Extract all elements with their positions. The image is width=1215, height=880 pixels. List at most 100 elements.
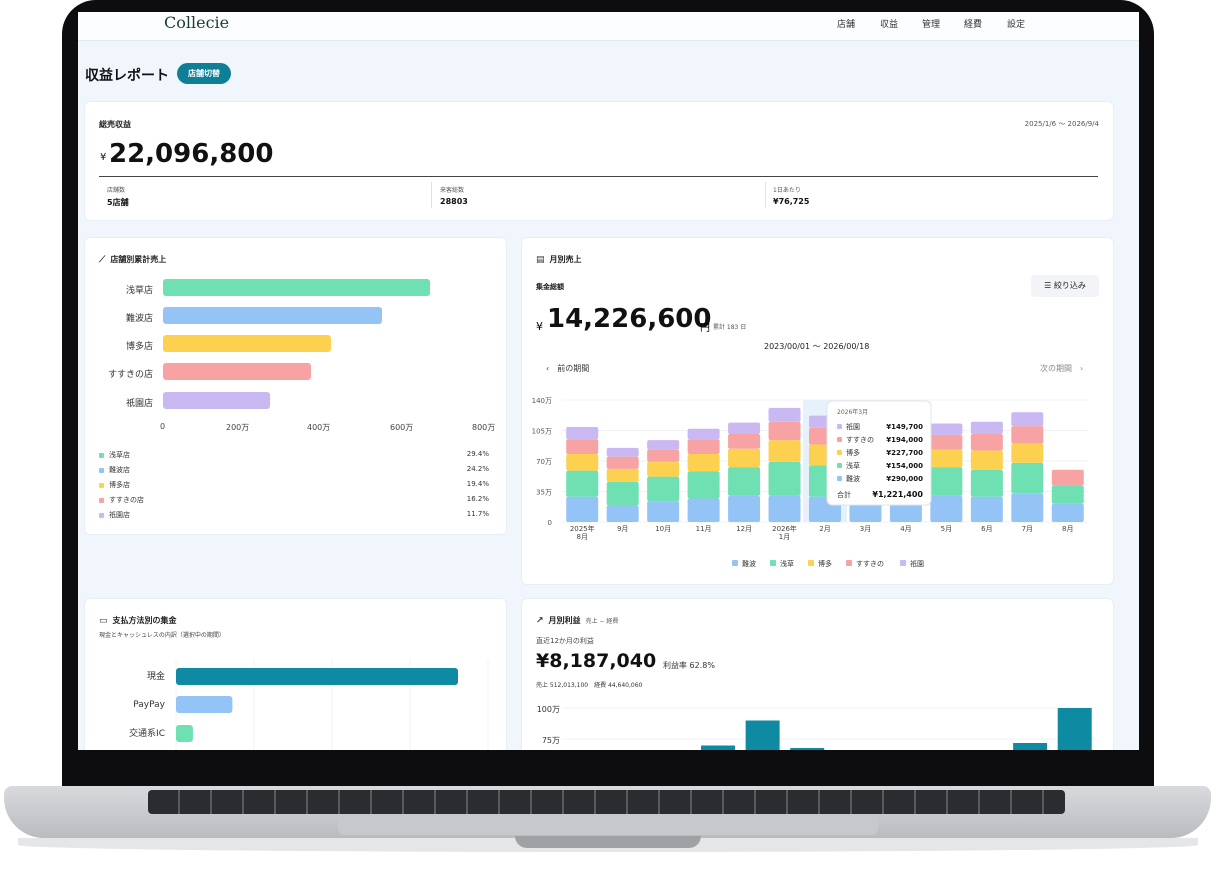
store-sales-title: 店舗別累計売上 — [110, 255, 167, 264]
legend-item[interactable]: 浅草店 29.4% — [99, 450, 489, 460]
legend-swatch — [770, 560, 776, 566]
stack-segment[interactable] — [1051, 503, 1084, 522]
app-logo[interactable]: Collecie — [164, 13, 230, 32]
stack-segment[interactable] — [970, 496, 1003, 522]
payment-bar[interactable] — [176, 725, 193, 742]
legend-item[interactable]: 博多店 19.4% — [99, 480, 489, 490]
stack-segment[interactable] — [1011, 493, 1044, 522]
tooltip-swatch — [837, 463, 842, 468]
stack-segment[interactable] — [930, 449, 963, 468]
stack-segment[interactable] — [687, 428, 720, 440]
stack-segment[interactable] — [768, 495, 801, 522]
line-chart-icon: ⟋ — [99, 255, 106, 265]
profit-bar[interactable] — [745, 720, 780, 751]
nav-item-expenses[interactable]: 経費 — [964, 20, 983, 30]
stack-segment[interactable] — [1051, 469, 1084, 486]
stack-segment[interactable] — [728, 422, 761, 434]
stack-segment[interactable] — [728, 495, 761, 522]
stack-segment[interactable] — [930, 434, 963, 450]
stack-segment[interactable] — [566, 454, 599, 471]
stack-segment[interactable] — [1051, 485, 1084, 504]
x-tick-label: 1月 — [779, 533, 790, 541]
stack-segment[interactable] — [1011, 426, 1044, 444]
x-tick-label: 10月 — [655, 525, 671, 533]
stack-segment[interactable] — [1011, 412, 1044, 427]
stack-segment[interactable] — [768, 421, 801, 441]
stack-segment[interactable] — [566, 427, 599, 440]
x-tick-label: 8月 — [576, 533, 587, 541]
legend-label[interactable]: 祇園 — [910, 559, 924, 568]
stack-segment[interactable] — [647, 501, 680, 522]
stack-segment[interactable] — [930, 467, 963, 496]
store-switch-button[interactable]: 店舗切替 — [177, 63, 231, 84]
stack-segment[interactable] — [970, 421, 1003, 434]
stat-label-stores: 店舗数 — [107, 187, 126, 194]
stack-segment[interactable] — [606, 456, 639, 469]
store-label: 博多店 — [125, 342, 153, 352]
stack-segment[interactable] — [970, 450, 1003, 470]
stack-segment[interactable] — [647, 476, 680, 502]
stack-segment[interactable] — [930, 495, 963, 522]
stack-segment[interactable] — [606, 468, 639, 482]
stack-segment[interactable] — [687, 439, 720, 455]
stack-segment[interactable] — [647, 449, 680, 462]
keyboard — [148, 790, 1065, 814]
date-range[interactable]: 2025/1/6 〜 2026/9/4 — [1024, 120, 1099, 128]
profit-bar[interactable] — [1057, 708, 1092, 750]
stack-segment[interactable] — [606, 447, 639, 457]
store-bar[interactable] — [163, 392, 270, 409]
stack-segment[interactable] — [970, 433, 1003, 451]
profit-bar[interactable] — [790, 748, 825, 750]
store-bar[interactable] — [163, 307, 383, 324]
payment-bar[interactable] — [176, 696, 233, 713]
stack-segment[interactable] — [970, 469, 1003, 497]
stack-segment[interactable] — [606, 505, 639, 522]
x-tick: 800万 — [472, 423, 496, 432]
legend-item[interactable]: 難波店 24.2% — [99, 465, 489, 475]
stack-segment[interactable] — [1011, 462, 1044, 494]
legend-label[interactable]: すすきの — [856, 560, 884, 568]
store-bar[interactable] — [163, 363, 311, 380]
card-icon: ▭ — [99, 616, 108, 626]
stack-segment[interactable] — [768, 461, 801, 496]
profit-bar[interactable] — [701, 745, 736, 751]
stack-segment[interactable] — [768, 440, 801, 462]
stack-segment[interactable] — [1011, 443, 1044, 463]
stack-segment[interactable] — [728, 433, 761, 449]
filter-button[interactable]: ☰ 絞り込み — [1031, 275, 1099, 297]
prev-period-button[interactable]: ‹ 前の期間 — [546, 363, 589, 374]
store-bar[interactable] — [163, 279, 430, 296]
stack-segment[interactable] — [687, 471, 720, 499]
profit-title: 月別利益 — [548, 616, 581, 625]
stack-segment[interactable] — [647, 461, 680, 477]
stack-segment[interactable] — [728, 467, 761, 496]
legend-item[interactable]: すすきの店 16.2% — [99, 495, 489, 505]
stack-segment[interactable] — [687, 454, 720, 472]
stack-segment[interactable] — [566, 470, 599, 497]
stack-segment[interactable] — [768, 407, 801, 422]
legend-label[interactable]: 博多 — [818, 559, 832, 568]
nav-item-settings[interactable]: 設定 — [1007, 20, 1026, 30]
nav-item-stores[interactable]: 店舗 — [837, 20, 856, 30]
profit-bar[interactable] — [1013, 743, 1048, 750]
legend-item[interactable]: 祇園店 11.7% — [99, 510, 489, 520]
store-bar[interactable] — [163, 335, 332, 352]
legend-label[interactable]: 難波 — [742, 559, 756, 568]
stack-segment[interactable] — [728, 448, 761, 468]
payment-bar[interactable] — [176, 668, 458, 685]
store-label: すすきの店 — [107, 370, 153, 380]
next-period-button[interactable]: 次の期間 › — [1040, 363, 1083, 374]
stack-segment[interactable] — [930, 423, 963, 435]
stack-segment[interactable] — [606, 481, 639, 506]
y-tick-label: 0 — [548, 519, 552, 527]
stack-segment[interactable] — [566, 496, 599, 522]
stack-segment[interactable] — [687, 498, 720, 522]
legend-label[interactable]: 浅草 — [780, 559, 794, 568]
tooltip-total-label: 合計 — [837, 490, 851, 499]
profit-rate: 利益率 62.8% — [663, 661, 715, 670]
x-tick-label: 12月 — [736, 525, 752, 533]
nav-item-revenue[interactable]: 収益 — [880, 20, 899, 30]
stack-segment[interactable] — [647, 440, 680, 450]
nav-item-management[interactable]: 管理 — [922, 20, 941, 30]
stack-segment[interactable] — [566, 439, 599, 455]
